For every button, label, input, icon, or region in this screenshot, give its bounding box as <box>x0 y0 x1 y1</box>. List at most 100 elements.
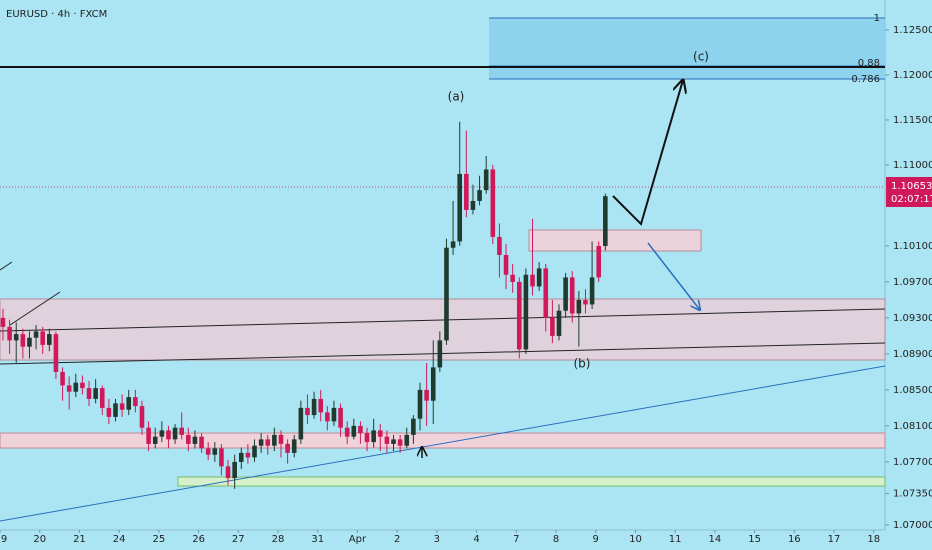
candle-body <box>530 274 535 287</box>
candle-body <box>186 434 191 444</box>
candle-body <box>424 389 429 401</box>
price-axis <box>885 0 932 550</box>
candle-body <box>331 407 337 422</box>
fib-label: 0.786 <box>851 74 880 85</box>
candle-body <box>464 173 469 210</box>
candle-body <box>583 299 588 305</box>
candle-body <box>172 427 178 440</box>
y-tick-label: 1.09700 <box>893 277 932 288</box>
candles <box>0 121 608 489</box>
y-tick-label: 1.12500 <box>893 25 932 36</box>
channel-line <box>0 308 886 332</box>
y-tick-label: 1.10100 <box>893 241 932 252</box>
candle-body <box>550 317 555 336</box>
candle-body <box>152 436 158 444</box>
y-tick-label: 1.12000 <box>893 70 932 81</box>
candle-body <box>516 281 522 350</box>
x-tick-label: 27 <box>232 534 245 545</box>
supply-zone <box>0 298 886 361</box>
candle-body <box>603 196 608 246</box>
candle-body <box>205 448 211 455</box>
candle-body <box>20 334 26 347</box>
candle-body <box>285 443 290 453</box>
candle-body <box>563 277 568 311</box>
candle-body <box>523 274 529 350</box>
trend-line <box>9 291 61 326</box>
candle-body <box>7 326 12 341</box>
candle-body <box>278 434 284 444</box>
x-tick-label: 15 <box>748 534 761 545</box>
candle-body <box>33 331 39 338</box>
y-tick-label: 1.11500 <box>893 115 932 126</box>
candle-body <box>291 439 297 453</box>
candle-body <box>556 310 562 336</box>
candle-body <box>371 430 376 443</box>
candle-body <box>166 430 171 440</box>
candle-body <box>589 277 595 305</box>
x-tick-label: 31 <box>311 534 324 545</box>
candle-body <box>0 317 6 327</box>
x-tick-label: Apr <box>349 534 367 545</box>
candle-body <box>232 461 237 479</box>
candle-body <box>417 389 423 419</box>
candle-body <box>490 169 496 237</box>
y-tick-label: 1.08500 <box>893 385 932 396</box>
candle-body <box>576 299 582 314</box>
x-tick-label: 10 <box>629 534 642 545</box>
candle-body <box>364 433 370 443</box>
wave-label: (b) <box>574 357 591 371</box>
support-zone <box>0 432 886 449</box>
y-tick-label: 1.09300 <box>893 313 932 324</box>
candle-body <box>450 241 456 248</box>
projection-arrow <box>612 80 683 226</box>
candle-body <box>569 277 575 314</box>
wave-label: (c) <box>693 50 709 64</box>
candle-body <box>596 245 602 278</box>
candle-body <box>179 427 184 435</box>
candle-body <box>503 254 509 275</box>
fib-label: 0.88 <box>858 58 880 69</box>
candle-body <box>133 397 138 407</box>
candle-body <box>99 388 105 408</box>
candle-body <box>93 388 98 399</box>
fib-label: 1 <box>874 13 880 24</box>
candle-body <box>265 439 271 446</box>
candle-body <box>444 247 449 341</box>
y-tick-label: 1.07350 <box>893 488 932 499</box>
candle-body <box>113 403 118 417</box>
trend-line <box>0 365 886 522</box>
x-tick-label: 20 <box>33 534 46 545</box>
candle-body <box>53 334 59 372</box>
x-tick-label: 25 <box>152 534 165 545</box>
candle-body <box>384 436 390 444</box>
candle-body <box>146 427 151 444</box>
candle-body <box>536 268 542 287</box>
candle-body <box>252 445 257 458</box>
x-tick-label: 16 <box>788 534 801 545</box>
candle-body <box>510 274 515 282</box>
candle-body <box>318 398 324 413</box>
demand-zone <box>177 476 886 487</box>
last-price: 1.10653 <box>891 181 932 192</box>
fib-zone <box>489 18 885 79</box>
candle-body <box>411 418 416 435</box>
x-tick-label: 14 <box>709 534 722 545</box>
x-tick-label: 17 <box>828 534 841 545</box>
candle-body <box>543 268 549 318</box>
trend-line <box>0 261 13 271</box>
candle-body <box>119 403 125 410</box>
x-tick-label: 26 <box>192 534 205 545</box>
candle-body <box>397 439 403 446</box>
candle-body <box>27 337 32 347</box>
candle-body <box>47 334 52 345</box>
candle-body <box>219 448 224 467</box>
candle-body <box>404 434 410 446</box>
candle-body <box>377 430 383 437</box>
y-tick-label: 1.08100 <box>893 421 932 432</box>
candle-body <box>325 412 330 422</box>
y-tick-label: 1.11000 <box>893 160 932 171</box>
candle-body <box>272 434 277 446</box>
y-tick-label: 1.08900 <box>893 349 932 360</box>
